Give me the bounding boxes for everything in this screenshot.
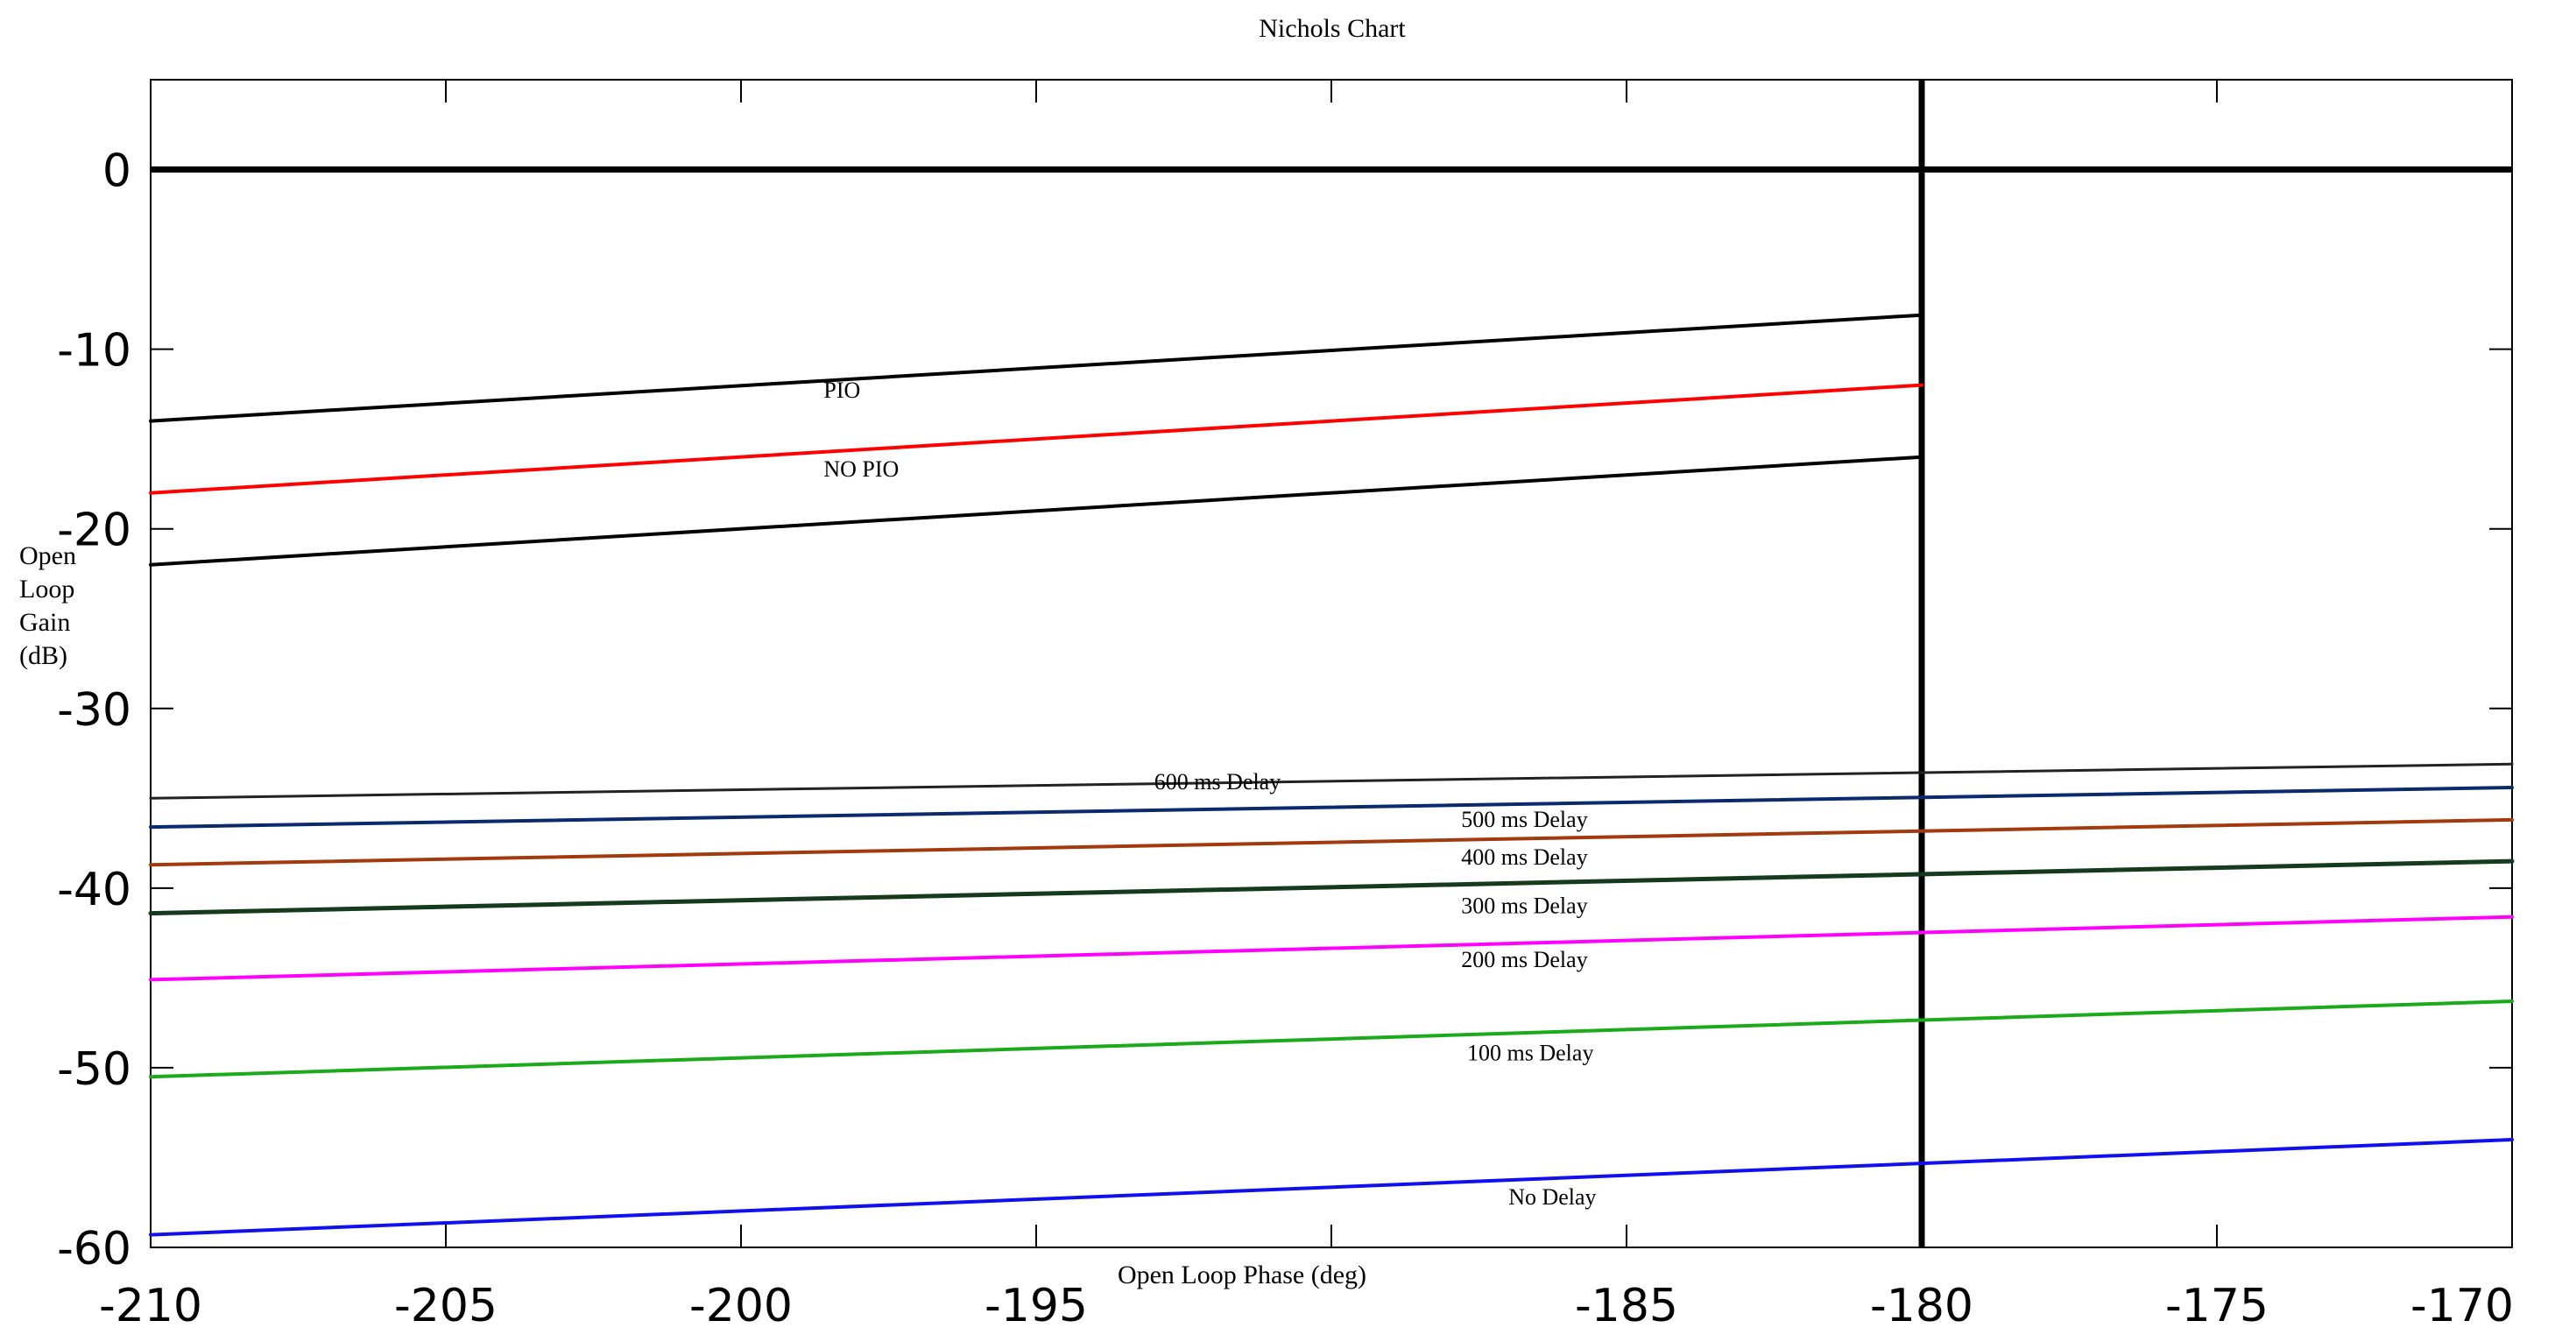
x-tick-labels: -210 -205 -200 -195 -185 -180 -175 -170: [99, 1280, 2514, 1332]
y-axis-label-line: Gain: [19, 608, 70, 637]
x-tick-label: -175: [2165, 1280, 2269, 1332]
series-line-delay-200: [149, 915, 2514, 982]
series-line-no-pio: [149, 455, 1923, 567]
chart-title: Nichols Chart: [1259, 14, 1406, 43]
annotation-no-delay: No Delay: [1508, 1184, 1596, 1210]
plot-frame: [150, 79, 2513, 1248]
annotation-600ms: 600 ms Delay: [1154, 769, 1281, 795]
y-tick-label: -20: [57, 505, 131, 557]
x-axis-label: Open Loop Phase (deg): [1118, 1261, 1366, 1289]
series-line-no-delay: [149, 1138, 2514, 1237]
y-axis-label-line: Open: [19, 541, 76, 570]
x-tick-label: -200: [689, 1280, 793, 1332]
axis-ticks: [150, 80, 2513, 1248]
x-tick-label: -180: [1870, 1280, 1973, 1332]
y-axis-label: Open Loop Gain (dB): [19, 541, 76, 670]
x-tick-label: -185: [1575, 1280, 1678, 1332]
y-tick-label: -30: [57, 684, 131, 737]
annotation-500ms: 500 ms Delay: [1461, 807, 1587, 832]
y-axis-label-line: (dB): [19, 641, 67, 670]
y-tick-labels: -60 -50 -40 -30 -20 -10 0: [57, 145, 131, 1275]
annotation-100ms: 100 ms Delay: [1467, 1041, 1593, 1066]
series-line-delay-600: [149, 762, 2514, 800]
y-tick-label: -60: [57, 1223, 131, 1275]
annotation-300ms: 300 ms Delay: [1461, 893, 1587, 919]
y-tick-label: -10: [57, 325, 131, 378]
series-line-pio-upper: [149, 313, 1923, 423]
y-tick-label: -40: [57, 864, 131, 916]
reference-lines: [151, 80, 2512, 1247]
series-line-delay-400: [149, 817, 2514, 867]
x-tick-label: -195: [985, 1280, 1088, 1332]
x-tick-label: -210: [99, 1280, 202, 1332]
series-line-delay-100: [149, 999, 2514, 1079]
x-tick-label: -205: [394, 1280, 498, 1332]
y-axis-label-line: Loop: [19, 575, 74, 604]
series-line-pio: [149, 383, 1923, 495]
annotation-400ms: 400 ms Delay: [1461, 844, 1587, 870]
x-tick-label: -170: [2410, 1280, 2514, 1332]
series-lines: [148, 313, 2515, 1237]
y-tick-label: -50: [57, 1043, 131, 1096]
series-line-delay-500: [149, 786, 2514, 830]
series-annotations: PIO NO PIO 600 ms Delay 500 ms Delay 400 ms …: [823, 378, 1596, 1210]
annotation-pio: PIO: [823, 378, 860, 403]
annotation-200ms: 200 ms Delay: [1461, 947, 1587, 972]
annotation-no-pio: NO PIO: [823, 456, 899, 482]
y-tick-label: 0: [102, 145, 131, 198]
series-line-delay-300: [148, 858, 2515, 916]
